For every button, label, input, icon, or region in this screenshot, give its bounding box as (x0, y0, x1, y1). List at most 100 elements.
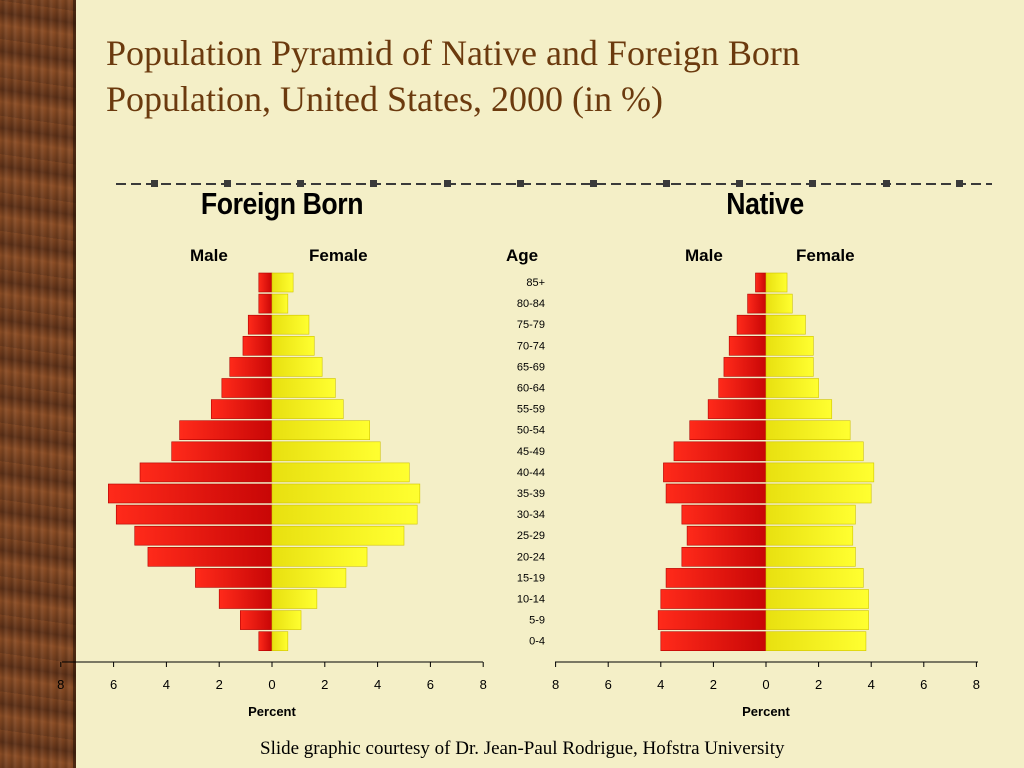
divider-dot (297, 180, 304, 187)
foreign-male-bar (258, 272, 273, 293)
divider-dot (883, 180, 890, 187)
foreign-female-bar (271, 335, 315, 356)
native-x-tick-label: 8 (552, 677, 559, 692)
foreign-male-header: Male (190, 246, 228, 265)
divider-dot (809, 180, 816, 187)
foreign-x-axis-label: Percent (248, 704, 296, 719)
native-male-bar (736, 314, 767, 335)
native-male-bar (689, 420, 767, 441)
native-female-bar (765, 525, 854, 546)
native-female-bar (765, 272, 788, 293)
foreign-female-header: Female (309, 246, 368, 265)
foreign-male-bar (240, 610, 273, 630)
foreign-male-bar (258, 631, 273, 652)
native-female-bar (765, 378, 819, 398)
native-female-bar (765, 568, 864, 588)
divider-dot (517, 180, 524, 187)
native-female-bar (765, 420, 851, 441)
foreign-x-tick-label: 8 (480, 677, 487, 692)
foreign-male-bar (195, 568, 273, 588)
foreign-male-bar (247, 314, 273, 335)
native-female-bar (765, 314, 806, 335)
foreign-male-bar (258, 293, 273, 314)
age-group-label: 60-64 (517, 383, 545, 395)
age-group-label: 45-49 (517, 446, 545, 458)
native-female-bar (765, 335, 814, 356)
native-female-bar (765, 441, 864, 462)
foreign-female-bar (271, 378, 336, 398)
native-male-bar (686, 525, 767, 546)
dashed-divider (116, 183, 992, 185)
native-x-tick-label: 2 (710, 677, 717, 692)
foreign-male-bar (134, 525, 273, 546)
native-male-bar (747, 293, 767, 314)
foreign-female-bar (271, 462, 410, 483)
native-x-axis-label: Percent (742, 704, 790, 719)
age-group-label: 55-59 (517, 404, 545, 416)
foreign-male-bar (218, 589, 273, 609)
native-male-bar (657, 610, 767, 630)
native-male-bar (681, 504, 767, 525)
foreign-female-bar (271, 420, 370, 441)
native-male-bar (660, 589, 767, 609)
foreign-male-bar (108, 483, 273, 504)
foreign-x-tick-label: 0 (268, 677, 275, 692)
native-x-tick-label: 0 (762, 677, 769, 692)
foreign-female-bar (271, 272, 294, 293)
native-male-bar (663, 462, 767, 483)
foreign-female-bar (271, 483, 421, 504)
native-male-header: Male (685, 246, 723, 265)
native-male-bar (660, 631, 767, 652)
native-male-bar (707, 399, 767, 419)
foreign-female-bar (271, 610, 302, 630)
divider-dot (151, 180, 158, 187)
foreign-male-bar (229, 357, 273, 377)
credit-line: Slide graphic courtesy of Dr. Jean-Paul … (260, 738, 785, 759)
foreign-male-bar (179, 420, 273, 441)
age-group-label: 65-69 (517, 361, 545, 373)
native-male-bar (723, 357, 767, 377)
native-x-tick-label: 4 (868, 677, 875, 692)
foreign-x-tick-label: 6 (110, 677, 117, 692)
age-group-label: 70-74 (517, 340, 545, 352)
native-male-bar (665, 483, 767, 504)
age-group-label: 80-84 (517, 298, 545, 310)
foreign-x-tick-label: 6 (427, 677, 434, 692)
native-x-tick-label: 6 (920, 677, 927, 692)
age-group-label: 30-34 (517, 509, 545, 521)
age-header: Age (506, 246, 539, 265)
foreign-female-bar (271, 568, 347, 588)
foreign-female-bar (271, 399, 344, 419)
age-group-label: 10-14 (517, 594, 545, 606)
wood-side-bar (0, 0, 76, 768)
age-group-label: 50-54 (517, 425, 545, 437)
native-female-bar (765, 293, 793, 314)
foreign-male-bar (210, 399, 273, 419)
foreign-born-title: Foreign Born (200, 186, 364, 221)
foreign-male-bar (147, 546, 273, 567)
native-female-bar (765, 504, 856, 525)
native-female-bar (765, 589, 869, 609)
native-female-bar (765, 462, 875, 483)
foreign-male-bar (221, 378, 273, 398)
slide-title: Population Pyramid of Native and Foreign… (106, 30, 986, 122)
age-group-label: 85+ (526, 277, 545, 289)
native-female-bar (765, 483, 872, 504)
native-female-header: Female (796, 246, 855, 265)
slide-title-line-2: Population, United States, 2000 (in %) (106, 79, 663, 119)
divider-dot (370, 180, 377, 187)
native-female-bar (765, 631, 867, 652)
native-female-bar (765, 546, 856, 567)
foreign-female-bar (271, 441, 381, 462)
foreign-male-bar (242, 335, 273, 356)
native-male-bar (673, 441, 767, 462)
native-x-tick-label: 4 (657, 677, 664, 692)
native-female-bar (765, 399, 833, 419)
foreign-female-bar (271, 504, 418, 525)
age-group-label: 40-44 (517, 467, 545, 479)
foreign-female-bar (271, 546, 368, 567)
foreign-male-bar (115, 504, 273, 525)
divider-dot (590, 180, 597, 187)
age-group-label: 5-9 (529, 615, 545, 627)
